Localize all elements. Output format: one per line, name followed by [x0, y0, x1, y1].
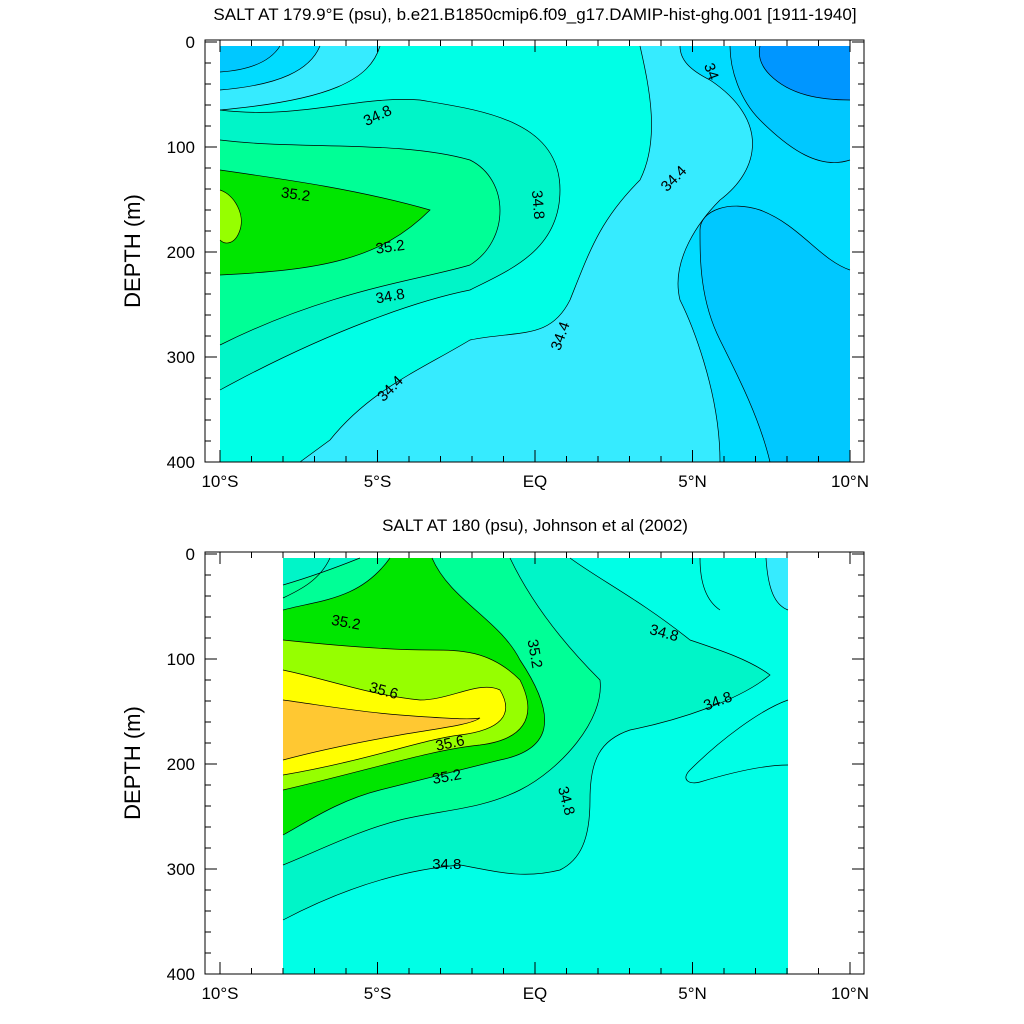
contour-top-8 — [299, 45, 652, 463]
panel-bottom-axes: 0 100 200 300 400 10°S 5°S EQ 5°N 10°N — [167, 545, 869, 1003]
panel-top-axes: 0 100 200 300 400 10°S 5°S EQ 5°N 10°N — [167, 33, 869, 491]
x-tick-label: EQ — [523, 472, 548, 491]
contour-label-text: 35.6 — [367, 679, 400, 703]
contour-label-text: 35.6 — [434, 732, 466, 755]
y-tick-label: 300 — [167, 348, 195, 367]
contour-label-text: 34.8 — [554, 785, 578, 818]
y-tick-label: 200 — [167, 755, 195, 774]
contour-label-text: 35.2 — [524, 638, 546, 670]
contour-label: 35.6 — [434, 732, 466, 755]
contour-bottom-7 — [282, 669, 506, 776]
contour-top-1 — [219, 45, 381, 111]
contour-bottom-1 — [282, 557, 771, 921]
contour-top-5 — [219, 139, 501, 346]
panel-bottom-fills — [283, 558, 788, 974]
contour-bottom-6 — [282, 639, 529, 791]
contour-label-text: 35.2 — [280, 184, 311, 205]
contour-label-text: 34.8 — [528, 190, 547, 221]
contour-label: 34.8 — [648, 621, 681, 645]
contour-bottom-10 — [765, 557, 789, 611]
contour-top-6 — [219, 169, 431, 276]
contour-label: 35.6 — [367, 679, 400, 703]
y-tick-label: 0 — [186, 545, 195, 564]
y-tick-label: 100 — [167, 138, 195, 157]
panel-bottom-contour-labels: 35.235.635.635.235.234.834.834.834.8 — [330, 612, 734, 873]
contour-top-2 — [219, 45, 321, 91]
contour-label: 35.2 — [330, 612, 362, 634]
contour-top-12 — [699, 205, 851, 463]
x-tick-label: 10°N — [831, 984, 869, 1003]
y-tick-label: 100 — [167, 650, 195, 669]
contour-label-text: 34 — [700, 61, 722, 82]
fill-bottom-34-4-right — [766, 558, 788, 610]
panel-bottom: SALT AT 180 (psu), Johnson et al (2002) — [120, 516, 869, 1003]
contour-top-4 — [219, 99, 561, 391]
contour-label: 34.8 — [374, 286, 406, 308]
x-tick-label: 10°S — [201, 984, 238, 1003]
contour-top-10 — [729, 45, 851, 163]
contour-top-9 — [677, 45, 753, 463]
y-tick-label: 300 — [167, 860, 195, 879]
panel-top-contours — [219, 45, 851, 463]
fill-upper-left-34-0 — [220, 46, 280, 72]
contour-bottom-8 — [282, 699, 481, 761]
contour-bottom-2 — [282, 557, 361, 586]
contour-bottom-11 — [282, 557, 331, 599]
contour-label: 34.8 — [432, 856, 461, 873]
y-tick-label: 400 — [167, 965, 195, 984]
x-tick-label: 10°N — [831, 472, 869, 491]
contour-label: 34.8 — [554, 785, 578, 818]
fill-35-4 — [220, 190, 242, 243]
contour-bottom-12 — [699, 557, 721, 611]
contour-bottom-3 — [282, 557, 601, 866]
contour-label: 35.2 — [431, 766, 463, 788]
x-tick-label: 5°S — [364, 984, 392, 1003]
contour-label-text: 35.2 — [330, 612, 362, 634]
panel-bottom-title: SALT AT 180 (psu), Johnson et al (2002) — [382, 516, 688, 535]
fill-35-2 — [220, 170, 430, 275]
contour-top-7 — [219, 189, 242, 244]
y-tick-label: 200 — [167, 243, 195, 262]
contour-label-text: 34.8 — [374, 286, 406, 308]
fill-right-33-8 — [759, 46, 850, 100]
panel-bottom-ylabel: DEPTH (m) — [120, 706, 145, 820]
contour-bottom-5 — [282, 557, 545, 836]
contour-label: 35.2 — [280, 184, 311, 205]
contour-bottom-9 — [685, 699, 789, 784]
contour-label-text: 34.8 — [432, 856, 461, 873]
contour-bottom-4 — [282, 557, 391, 611]
panel-top-title: SALT AT 179.9°E (psu), b.e21.B1850cmip6.… — [213, 5, 856, 24]
contour-label: 35.2 — [375, 237, 406, 258]
x-tick-label: 5°N — [678, 472, 707, 491]
fill-right-deep-34-2 — [700, 206, 850, 462]
contour-label: 35.2 — [524, 638, 546, 670]
contour-label-text: 35.2 — [375, 237, 406, 258]
y-tick-label: 0 — [186, 33, 195, 52]
x-tick-label: 10°S — [201, 472, 238, 491]
x-tick-label: EQ — [523, 984, 548, 1003]
contour-label-text: 35.2 — [431, 766, 463, 788]
x-tick-label: 5°S — [364, 472, 392, 491]
contour-label-text: 34.8 — [648, 621, 681, 645]
contour-top-3 — [219, 45, 281, 73]
fill-bottom-34-6-deep — [685, 700, 788, 783]
contour-top-11 — [758, 45, 851, 101]
panel-top-ylabel: DEPTH (m) — [120, 194, 145, 308]
y-tick-label: 400 — [167, 453, 195, 472]
panel-top: SALT AT 179.9°E (psu), b.e21.B1850cmip6.… — [120, 5, 869, 491]
contour-label: 34.8 — [528, 190, 547, 221]
fill-bottom-35-8 — [283, 700, 480, 760]
panel-bottom-contours — [282, 557, 789, 921]
x-tick-label: 5°N — [678, 984, 707, 1003]
contour-label: 34 — [700, 61, 722, 82]
